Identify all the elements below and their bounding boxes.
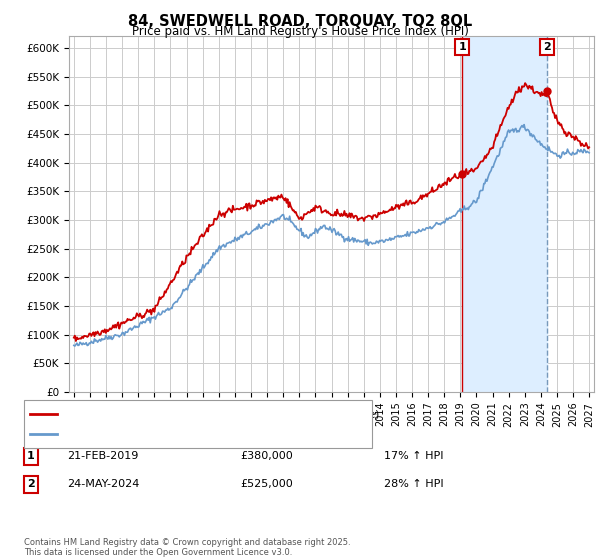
Text: HPI: Average price, detached house, Torbay: HPI: Average price, detached house, Torb… <box>63 429 290 439</box>
Text: 24-MAY-2024: 24-MAY-2024 <box>67 479 140 489</box>
Text: 28% ↑ HPI: 28% ↑ HPI <box>384 479 443 489</box>
Text: Price paid vs. HM Land Registry's House Price Index (HPI): Price paid vs. HM Land Registry's House … <box>131 25 469 38</box>
Text: 1: 1 <box>458 42 466 52</box>
Bar <box>462 36 547 392</box>
Text: 2: 2 <box>27 479 35 489</box>
Text: 21-FEB-2019: 21-FEB-2019 <box>67 451 139 461</box>
Text: £525,000: £525,000 <box>240 479 293 489</box>
Text: Contains HM Land Registry data © Crown copyright and database right 2025.
This d: Contains HM Land Registry data © Crown c… <box>24 538 350 557</box>
Text: 84, SWEDWELL ROAD, TORQUAY, TQ2 8QL (detached house): 84, SWEDWELL ROAD, TORQUAY, TQ2 8QL (det… <box>63 409 379 419</box>
Text: 17% ↑ HPI: 17% ↑ HPI <box>384 451 443 461</box>
Text: 1: 1 <box>27 451 35 461</box>
Text: £380,000: £380,000 <box>240 451 293 461</box>
Text: 84, SWEDWELL ROAD, TORQUAY, TQ2 8QL: 84, SWEDWELL ROAD, TORQUAY, TQ2 8QL <box>128 14 472 29</box>
Text: 2: 2 <box>543 42 551 52</box>
